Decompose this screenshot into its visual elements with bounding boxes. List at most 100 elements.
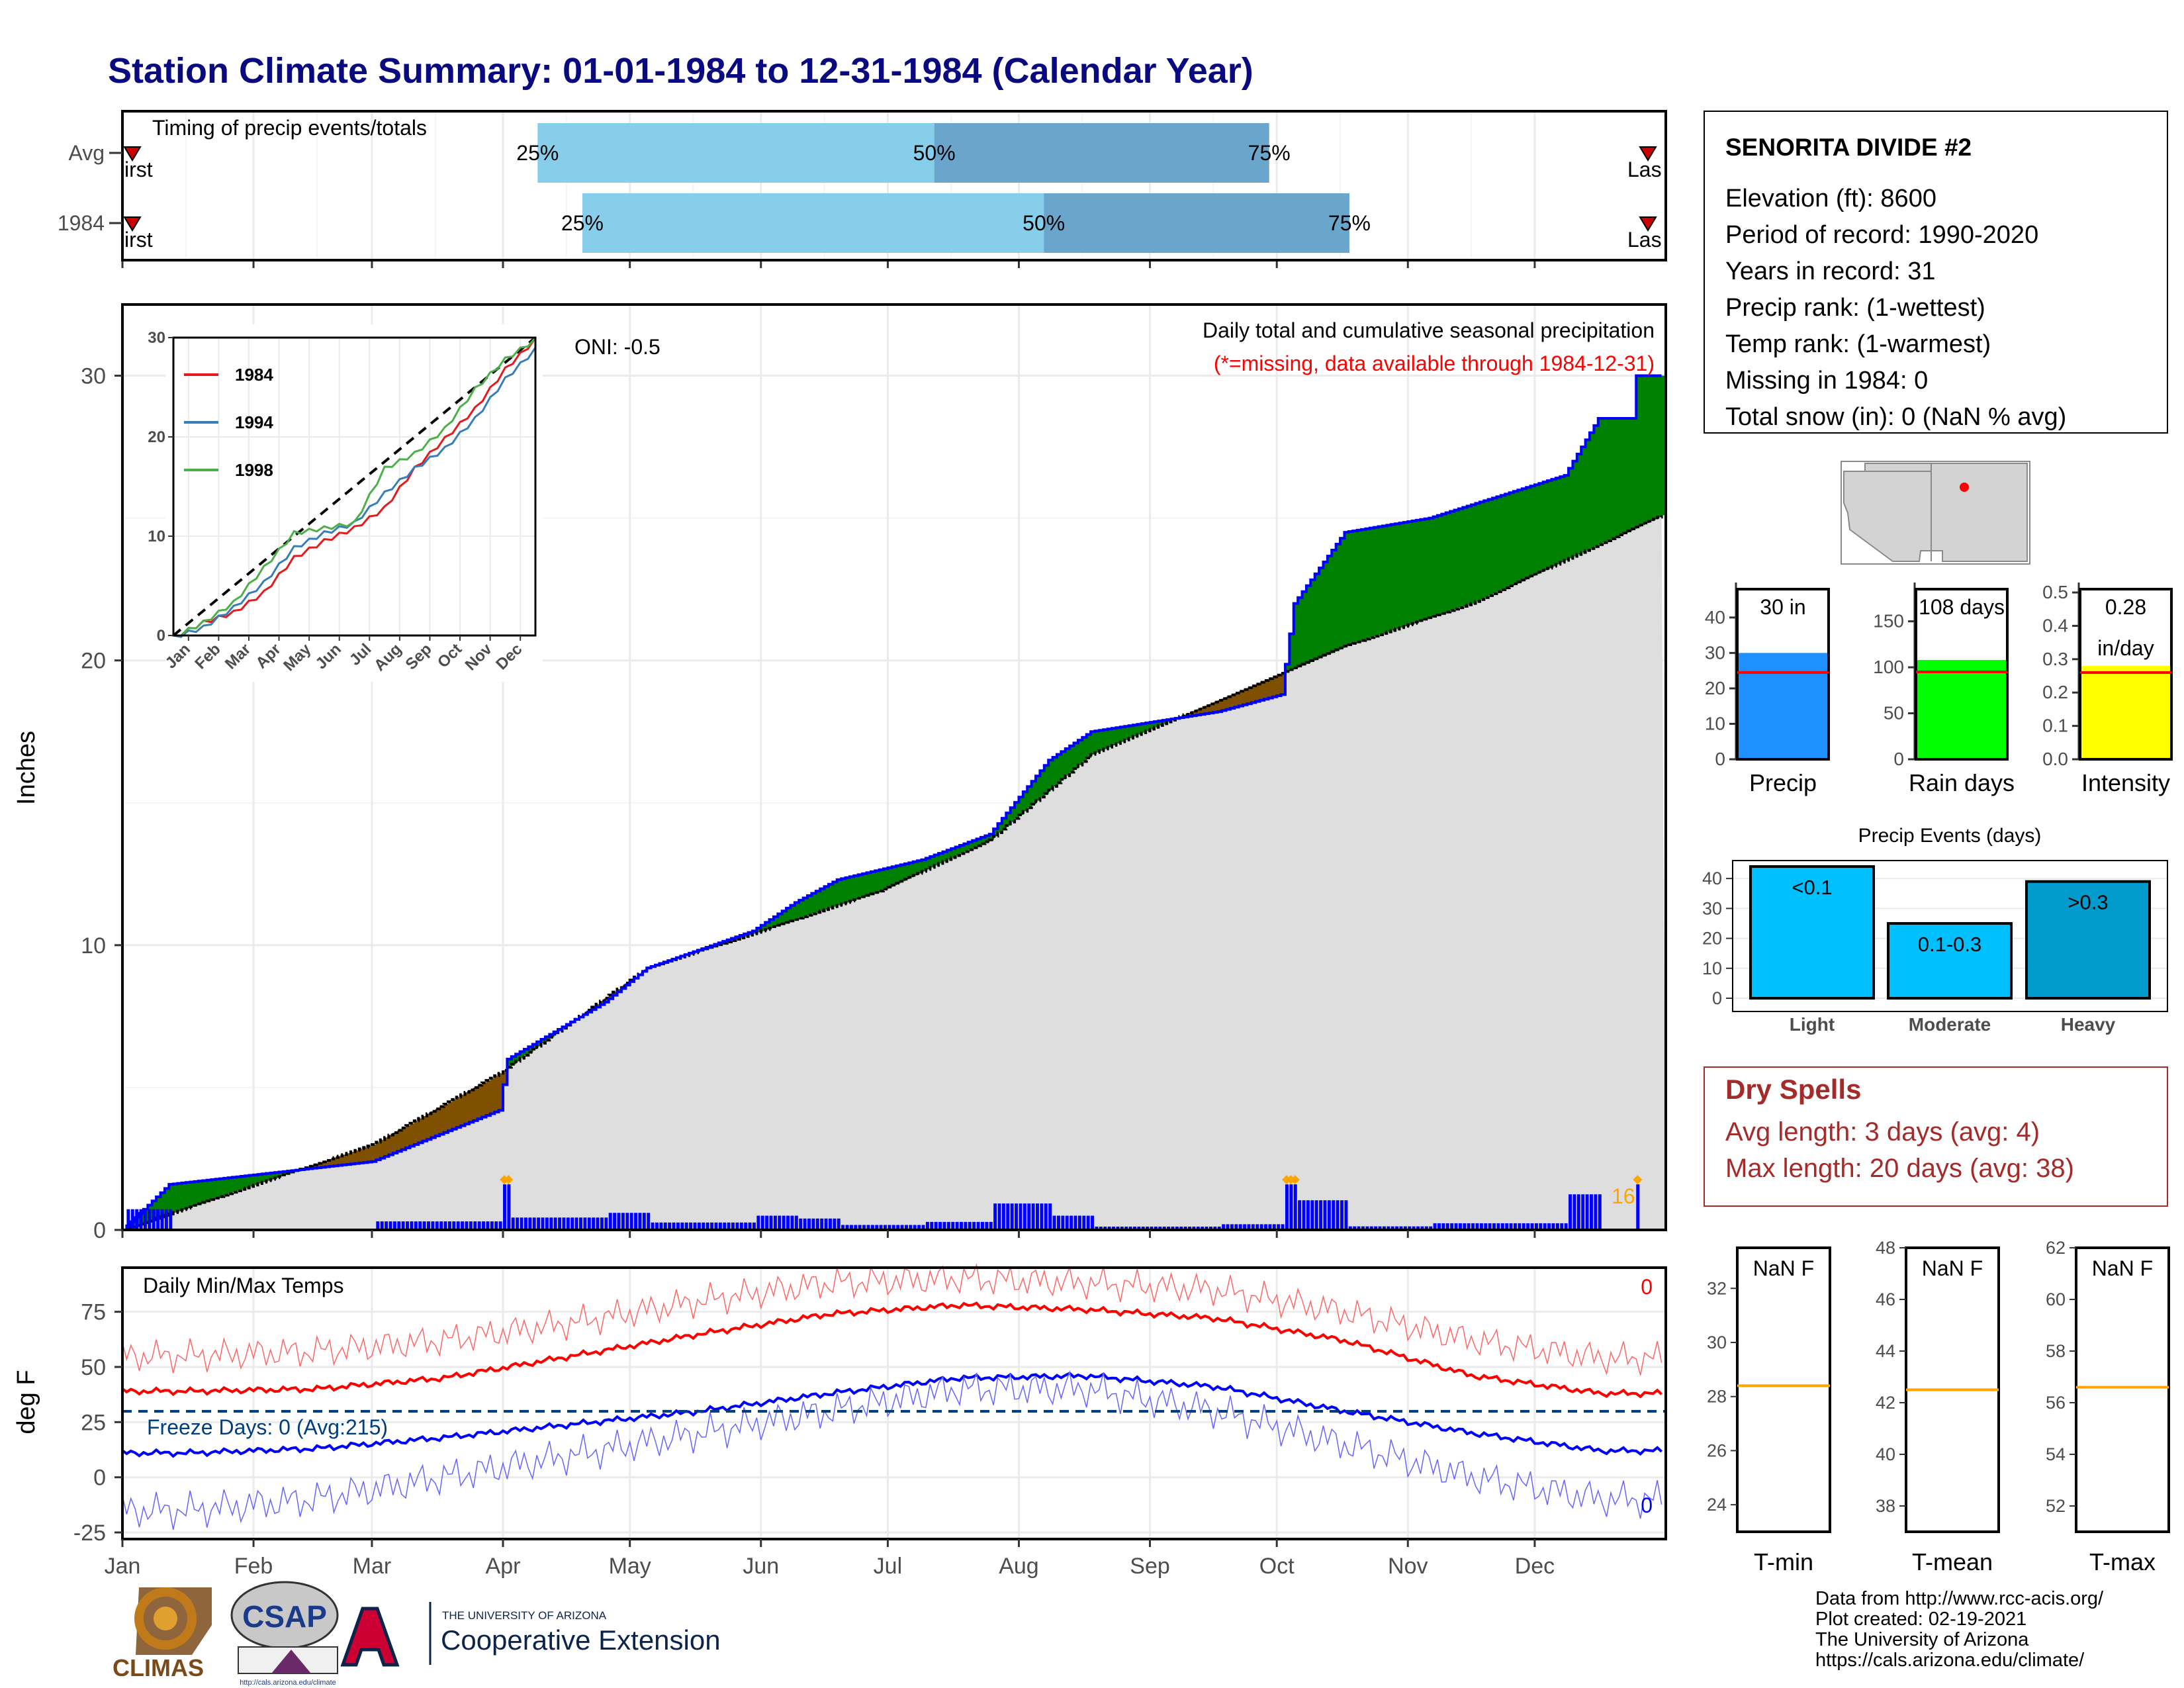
temp-y-tick-label: 0 bbox=[93, 1466, 106, 1491]
daily-precip-bar bbox=[1222, 1224, 1226, 1230]
temperature-boxes: 24 26 28 30 32 NaN F T-min 38 40 42 44 46 48 NaN F T-m… bbox=[1707, 1238, 2170, 1575]
daily-precip-bar bbox=[710, 1222, 714, 1230]
daily-precip-bar bbox=[909, 1225, 913, 1230]
daily-precip-bar bbox=[769, 1215, 773, 1230]
precip-events-chart: Precip Events (days) 0 10 20 30 40 <0.1 Light 0… bbox=[1702, 825, 2168, 1035]
daily-precip-bar bbox=[473, 1221, 477, 1230]
footer: CLIMAS CSAP http://cals.arizona.edu/clim… bbox=[113, 1581, 2104, 1687]
daily-precip-bar bbox=[1048, 1203, 1052, 1230]
daily-precip-bar bbox=[1319, 1200, 1323, 1230]
state-map bbox=[1841, 461, 2030, 565]
inset-lines bbox=[172, 336, 537, 638]
daily-precip-bar bbox=[1357, 1226, 1361, 1230]
daily-precip-bar bbox=[1332, 1200, 1336, 1230]
daily-precip-bar bbox=[968, 1221, 972, 1230]
daily-precip-bar bbox=[1091, 1215, 1095, 1230]
station-info-line: Elevation (ft): 8600 bbox=[1725, 185, 1936, 212]
daily-precip-bar bbox=[634, 1213, 638, 1230]
daily-precip-bar bbox=[139, 1209, 143, 1230]
dry-max-length: Max length: 20 days (avg: 38) bbox=[1725, 1154, 2074, 1183]
main-note: (*=missing, data available through 1984-… bbox=[1214, 352, 1655, 375]
daily-precip-bar bbox=[727, 1222, 731, 1230]
summary-y-tick-label: 20 bbox=[1705, 678, 1725, 698]
daily-precip-bar bbox=[579, 1217, 583, 1230]
daily-precip-bar bbox=[1167, 1226, 1171, 1230]
inset-legend-label: 1994 bbox=[235, 412, 273, 432]
daily-precip-bar bbox=[693, 1222, 697, 1230]
daily-precip-bar bbox=[985, 1221, 989, 1230]
summary-value-label2: in/day bbox=[2097, 636, 2154, 660]
daily-precip-bar bbox=[896, 1225, 900, 1230]
temp-box-y-tick-label: 54 bbox=[2046, 1444, 2066, 1464]
daily-precip-bar bbox=[1208, 1226, 1212, 1230]
temp-box-y-tick-label: 46 bbox=[1876, 1289, 1895, 1309]
daily-precip-bar bbox=[1594, 1194, 1598, 1230]
dry-spells-title: Dry Spells bbox=[1725, 1074, 1861, 1105]
daily-precip-bar bbox=[456, 1221, 460, 1230]
temp-box-y-tick-label: 28 bbox=[1707, 1387, 1727, 1407]
timing-p25-label: 25% bbox=[561, 211, 604, 235]
daily-precip-bar bbox=[1387, 1226, 1390, 1230]
daily-precip-bar bbox=[1268, 1224, 1272, 1230]
precip-panel: 0 10 20 30 Inches ONI: -0.5 Daily total and… bbox=[13, 303, 1667, 1243]
daily-precip-bar bbox=[854, 1225, 858, 1230]
daily-precip-bar bbox=[748, 1222, 752, 1230]
daily-precip-bar bbox=[1564, 1223, 1568, 1230]
events-category-label: Moderate bbox=[1909, 1014, 1991, 1035]
timing-p75-label: 75% bbox=[1328, 211, 1371, 235]
daily-precip-bars bbox=[126, 1175, 1643, 1230]
daily-precip-bar bbox=[1158, 1226, 1162, 1230]
daily-precip-bar bbox=[1344, 1200, 1348, 1230]
temp-box-y-tick-label: 58 bbox=[2046, 1341, 2066, 1361]
timing-p25-label: 25% bbox=[516, 141, 559, 165]
daily-precip-bar bbox=[1526, 1223, 1530, 1230]
main-y-tick-label: 30 bbox=[81, 364, 106, 389]
timing-p50-label: 50% bbox=[1023, 211, 1065, 235]
daily-precip-bar bbox=[545, 1217, 549, 1230]
daily-precip-bar bbox=[532, 1217, 536, 1230]
summary-bar-precip: 0 10 20 30 40 30 in Precip bbox=[1705, 583, 1830, 796]
daily-precip-bar bbox=[1116, 1226, 1120, 1230]
events-y-tick-label: 30 bbox=[1702, 898, 1722, 918]
daily-precip-bar bbox=[1217, 1226, 1221, 1230]
daily-precip-bar bbox=[875, 1225, 879, 1230]
timing-p75-label: 75% bbox=[1248, 141, 1291, 165]
daily-precip-bar bbox=[169, 1209, 173, 1230]
daily-precip-bar bbox=[1424, 1226, 1428, 1230]
month-tick-label: Sep bbox=[1130, 1554, 1170, 1579]
daily-precip-bar bbox=[1162, 1226, 1166, 1230]
average-cumulative-line bbox=[122, 515, 1663, 1231]
daily-precip-bar bbox=[583, 1217, 587, 1230]
first-event-label: irst bbox=[124, 158, 153, 181]
daily-precip-bar bbox=[1052, 1215, 1056, 1230]
daily-precip-bar bbox=[668, 1222, 672, 1230]
timing-p50-label: 50% bbox=[913, 141, 956, 165]
daily-precip-bar bbox=[1183, 1226, 1187, 1230]
station-location-dot bbox=[1960, 483, 1969, 492]
daily-precip-bar bbox=[964, 1221, 968, 1230]
daily-precip-bar bbox=[786, 1215, 790, 1230]
min-count: 0 bbox=[1641, 1493, 1653, 1517]
daily-precip-bar bbox=[1555, 1223, 1559, 1230]
temp-box-frame bbox=[1736, 1246, 1831, 1533]
daily-precip-bar bbox=[1475, 1223, 1479, 1230]
station-box: SENORITA DIVIDE #2 Elevation (ft): 8600 P… bbox=[1704, 111, 2168, 434]
daily-precip-bar bbox=[143, 1209, 147, 1230]
daily-precip-bar bbox=[833, 1218, 837, 1230]
inset-series-line bbox=[173, 337, 537, 637]
daily-precip-bar bbox=[1213, 1226, 1217, 1230]
csap-logo: CSAP http://cals.arizona.edu/climate bbox=[230, 1581, 339, 1687]
daily-precip-bar bbox=[1056, 1215, 1060, 1230]
daily-precip-bar bbox=[523, 1217, 527, 1230]
summary-bar-rain-days: 0 50 100 150 108 days Rain days bbox=[1873, 583, 2015, 796]
daily-precip-bar bbox=[164, 1209, 168, 1230]
daily-precip-bar bbox=[604, 1217, 608, 1230]
temp-y-tick-label: 75 bbox=[81, 1300, 106, 1325]
month-tick-label: Jan bbox=[105, 1554, 141, 1579]
timing-row-label: 1984 bbox=[58, 211, 105, 235]
daily-precip-bar bbox=[1238, 1224, 1242, 1230]
daily-precip-bar bbox=[1069, 1215, 1073, 1230]
daily-precip-bar bbox=[1314, 1200, 1318, 1230]
daily-precip-bar bbox=[558, 1217, 562, 1230]
daily-precip-bar bbox=[465, 1221, 469, 1230]
